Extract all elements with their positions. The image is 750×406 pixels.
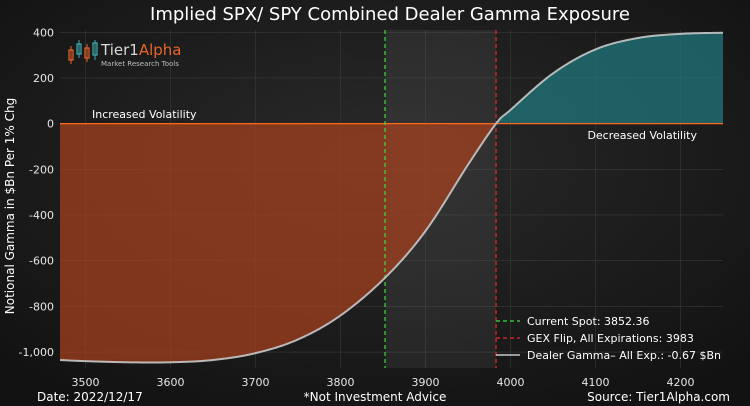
y-tick-label: 0: [47, 118, 54, 131]
y-tick-label: -600: [29, 255, 54, 268]
annotation-increased-volatility: Increased Volatility: [92, 108, 197, 121]
brand-name-left: Tier1: [100, 41, 139, 59]
legend-label-current-spot: Current Spot: 3852.36: [527, 315, 650, 328]
positive-gamma-area: [496, 32, 723, 124]
x-tick-label: 4200: [667, 376, 695, 389]
plot-fills: [60, 30, 723, 368]
brand-name: Tier1Alpha: [100, 41, 181, 59]
footer-disclaimer: *Not Investment Advice: [304, 390, 447, 404]
x-tick-label: 3800: [327, 376, 355, 389]
y-tick-label: -200: [29, 163, 54, 176]
brand-logo: Tier1Alpha Market Research Tools: [68, 40, 181, 68]
chart-title: Implied SPX/ SPY Combined Dealer Gamma E…: [150, 4, 630, 25]
footer-source: Source: Tier1Alpha.com: [587, 390, 730, 404]
x-tick-label: 4100: [582, 376, 610, 389]
y-tick-label: 200: [33, 72, 54, 85]
plot-lines: [59, 30, 724, 368]
x-tick-label: 4000: [497, 376, 525, 389]
footer-date: Date: 2022/12/17: [37, 390, 143, 404]
axis-ticks: 3500 3600 3700 3800 3900 4000 4100 4200-1,000-8…: [19, 26, 695, 389]
y-tick-label: -1,000: [19, 346, 54, 359]
brand-tagline: Market Research Tools: [101, 60, 179, 68]
legend-label-dealer-gamma: Dealer Gamma– All Exp.: -0.67 $Bn: [527, 349, 721, 362]
x-tick-label: 3900: [412, 376, 440, 389]
x-tick-label: 3500: [72, 376, 100, 389]
y-tick-label: 400: [33, 26, 54, 39]
dealer-gamma-line: [59, 31, 724, 364]
y-tick-label: -400: [29, 209, 54, 222]
y-tick-label: -800: [29, 300, 54, 313]
legend: Current Spot: 3852.36 GEX Flip, All Expi…: [496, 315, 721, 362]
annotation-decreased-volatility: Decreased Volatility: [587, 129, 697, 142]
x-tick-label: 3600: [157, 376, 185, 389]
legend-label-gex-flip: GEX Flip, All Expirations: 3983: [527, 332, 694, 345]
candlestick-icon: [68, 40, 98, 64]
x-tick-label: 3700: [242, 376, 270, 389]
negative-gamma-area: [60, 123, 497, 363]
y-axis-label: Notional Gamma in $Bn Per 1% Chg: [3, 98, 17, 314]
brand-name-right: Alpha: [139, 41, 182, 59]
